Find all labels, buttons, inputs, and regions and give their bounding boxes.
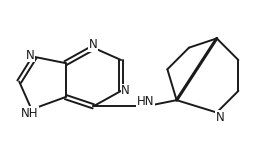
Text: N: N: [89, 38, 98, 51]
Text: NH: NH: [21, 107, 39, 120]
Text: HN: HN: [137, 95, 155, 108]
Text: N: N: [121, 84, 130, 97]
Text: N: N: [215, 111, 224, 124]
Text: N: N: [26, 49, 34, 62]
